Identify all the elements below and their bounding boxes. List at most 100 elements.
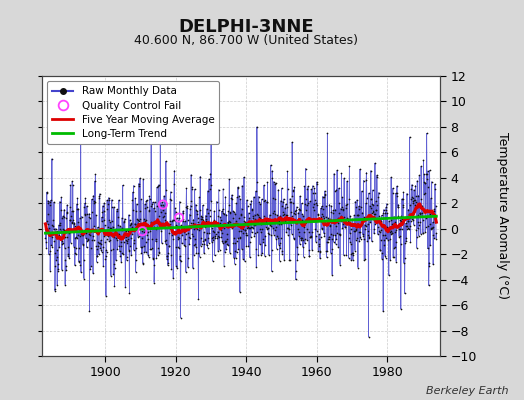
Point [324,235,333,242]
Point [317,214,325,220]
Point [94,239,102,246]
Point [409,200,417,206]
Point [210,217,218,224]
Point [228,215,237,221]
Point [241,227,249,233]
Point [221,194,230,200]
Point [351,228,359,234]
Point [302,196,310,202]
Point [405,210,413,217]
Point [300,183,309,190]
Point [47,242,56,248]
Point [344,216,352,222]
Point [124,228,133,234]
Point [281,204,289,211]
Point [193,214,202,221]
Point [341,224,350,230]
Point [70,223,79,229]
Point [267,223,275,230]
Point [86,232,94,238]
Point [213,222,221,229]
Point [190,242,198,248]
Point [146,196,154,202]
Point [211,235,220,241]
Point [309,200,318,207]
Point [273,212,281,218]
Point [323,239,332,245]
Point [271,227,279,233]
Point [151,235,160,242]
Point [413,219,422,226]
Point [75,228,84,234]
Point [403,190,411,197]
Point [148,201,156,208]
Point [285,225,293,232]
Point [180,224,189,231]
Point [55,222,63,228]
Point [56,226,64,232]
Point [325,215,334,222]
Point [418,213,426,219]
Point [75,258,83,265]
Point [73,235,81,241]
Point [352,227,361,234]
Point [173,265,181,272]
Point [192,202,200,208]
Point [46,267,54,274]
Point [102,292,110,299]
Point [67,228,75,234]
Point [59,225,68,232]
Point [416,210,424,216]
Point [190,186,199,192]
Point [421,190,429,197]
Point [112,257,120,264]
Point [181,218,189,224]
Point [271,180,280,186]
Point [258,218,266,225]
Point [322,248,331,254]
Point [389,254,398,260]
Point [400,215,409,222]
Point [139,243,148,250]
Point [224,220,232,226]
Point [309,190,317,196]
Point [228,192,236,198]
Point [72,206,81,212]
Point [407,186,416,192]
Point [377,226,386,233]
Point [148,199,157,205]
Point [396,226,404,232]
Point [214,186,223,193]
Point [390,219,399,225]
Point [403,222,411,229]
Point [188,186,196,192]
Point [160,210,169,216]
Point [422,130,431,137]
Point [392,258,400,265]
Point [359,232,367,239]
Point [184,222,193,229]
Point [85,214,93,220]
Point [73,195,82,201]
Point [213,232,222,239]
Point [187,198,195,204]
Point [159,201,167,208]
Point [288,193,297,200]
Point [379,232,387,238]
Point [97,214,106,220]
Point [301,236,309,242]
Point [291,217,300,223]
Point [181,243,190,249]
Point [143,232,151,239]
Point [406,223,414,229]
Point [117,224,126,231]
Point [178,226,186,232]
Point [376,237,385,243]
Point [101,239,110,245]
Point [370,211,379,218]
Point [291,210,299,217]
Point [361,222,369,228]
Point [106,219,115,226]
Point [220,210,228,217]
Point [160,193,168,199]
